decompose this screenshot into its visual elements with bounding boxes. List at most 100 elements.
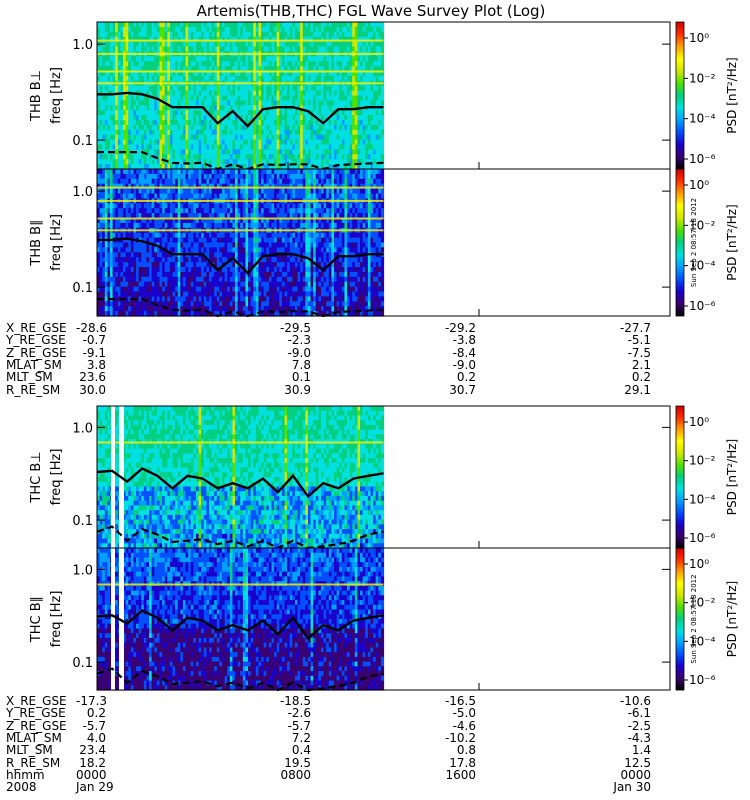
ephem-value: -9.1 (82, 345, 106, 360)
panel-2: 1.0 0.1 THB B∥ freq [Hz] 10⁰ 10⁻² 10⁻⁴ 10⁻⁶ PSD … (29, 168, 739, 318)
ephem-value: 18.2 (79, 755, 106, 770)
ephem-label: Y_RE_GSE (6, 333, 66, 348)
ephem-value: 30.9 (284, 382, 311, 397)
ephem-value: 19.5 (284, 755, 311, 770)
ephem-value: 1.4 (631, 743, 651, 758)
colorbar-tick-label: 10⁻² (689, 596, 716, 610)
colorbar: 10⁰ 10⁻² 10⁻⁴ 10⁻⁶ PSD [nT²/Hz] Sun Sep 2 08:… (675, 168, 739, 317)
ephem-value: 23.6 (79, 370, 106, 385)
ephem-value: 4.0 (86, 730, 106, 745)
y-axis-label: freq [Hz] (49, 67, 64, 124)
ephem-label: 2008 (6, 780, 37, 795)
ephem-value: -5.0 (452, 706, 476, 721)
panel-frame (96, 168, 671, 317)
ephem-value: -10.2 (444, 730, 476, 745)
y-tick-label: 1.0 (72, 38, 93, 53)
ephem-value: 0.2 (631, 370, 651, 385)
ephem-value: 7.8 (291, 357, 311, 372)
ephem-label: R_RE_SM (6, 755, 61, 770)
y-tick-label: 0.1 (72, 134, 93, 149)
colorbar-tick-label: 10⁻⁶ (689, 152, 716, 166)
ephem-value: -4.3 (627, 730, 651, 745)
ephem-value: 0.1 (291, 370, 311, 385)
ephem-value: -2.5 (627, 718, 651, 733)
ephem-label: MLAT_SM (6, 357, 62, 372)
lower-frequency-line (97, 151, 384, 171)
colorbar-tick-label: 10⁻⁴ (689, 492, 716, 506)
y-axis-label: freq [Hz] (49, 591, 64, 648)
ephem-label: Z_RE_GSE (6, 345, 67, 360)
colorbar-tick-label: 10⁻² (689, 71, 716, 85)
ephem-value: 23.4 (79, 743, 106, 758)
ephem-label: MLT_SM (6, 370, 53, 385)
colorbar-tick-label: 10⁻⁴ (689, 112, 716, 126)
ephem-label: X_RE_GSE (6, 321, 67, 335)
ephem-value: -9.0 (452, 357, 476, 372)
upper-frequency-line (96, 467, 384, 499)
ephem-value: 0.4 (291, 743, 311, 758)
panel-label: THC B⊥ (29, 451, 44, 503)
ephem-label: Z_RE_GSE (6, 718, 67, 733)
colorbar-label: PSD [nT²/Hz] (725, 204, 739, 280)
ephem-value: -8.4 (452, 345, 476, 360)
ephem-value: 1600 (445, 767, 476, 782)
ephem-label: MLT_SM (6, 743, 53, 758)
lower-frequency-line (97, 298, 384, 318)
lower-frequency-line (96, 525, 384, 550)
panel-label: THB B⊥ (29, 70, 44, 122)
ephem-value: -18.5 (279, 694, 311, 708)
ephem-value: Jan 30 (613, 780, 651, 795)
spectrogram (97, 169, 385, 317)
y-tick-label: 1.0 (72, 563, 93, 578)
ephem-value: 12.5 (624, 755, 651, 770)
ephem-value: 0.8 (456, 743, 476, 758)
upper-frequency-line (96, 609, 384, 641)
ephem-value: Jan 29 (76, 780, 114, 795)
ephem-value: 0800 (280, 767, 311, 782)
spectrogram-panels: 1.0 0.1 THB B⊥ freq [Hz] 10⁰ 10⁻² 10⁻⁴ 10⁻⁶ PSD … (29, 21, 739, 692)
ephem-value: -16.5 (444, 694, 476, 708)
panel-3: 1.0 0.1 THC B⊥ freq [Hz] 10⁰ 10⁻² 10⁻⁴ 10⁻⁶ PSD … (29, 405, 739, 550)
colorbar-tick-label: 10⁻² (689, 454, 716, 468)
panel-4: 1.0 0.1 THC B∥ freq [Hz] 10⁰ 10⁻² 10⁻⁴ 10⁻⁶ PSD … (29, 547, 739, 692)
panel-frame (96, 547, 671, 691)
panel-label: THC B∥ (29, 596, 44, 643)
colorbar-tick-label: 10⁻⁴ (689, 634, 716, 648)
colorbar-label: PSD [nT²/Hz] (725, 57, 739, 133)
ephem-label: X_RE_GSE (6, 694, 67, 708)
panel-1: 1.0 0.1 THB B⊥ freq [Hz] 10⁰ 10⁻² 10⁻⁴ 10⁻⁶ PSD … (29, 21, 739, 171)
ephem-value: -5.7 (287, 718, 311, 733)
ephem-value: -2.3 (287, 333, 311, 348)
ephem-value: -6.1 (627, 706, 651, 721)
colorbar-tick-label: 10⁰ (689, 557, 709, 571)
spectrogram (97, 22, 385, 170)
timestamp-stamp: Sun Sep 2 08:57:18 2012 (690, 198, 698, 287)
ephem-value: -4.6 (452, 718, 476, 733)
ephem-value: -2.6 (287, 706, 311, 721)
spectrogram (97, 406, 385, 549)
ephem-value: -17.3 (76, 694, 108, 708)
ephem-value: 30.0 (79, 382, 106, 397)
upper-frequency-line (97, 237, 384, 275)
ephem-value: -7.5 (627, 345, 651, 360)
ephem-value: -5.7 (82, 718, 106, 733)
colorbar-tick-label: 10⁰ (689, 178, 709, 192)
y-tick-label: 0.1 (72, 514, 93, 529)
upper-frequency-line (97, 91, 384, 128)
colorbar-tick-label: 10⁻⁶ (689, 299, 716, 313)
y-tick-label: 0.1 (72, 656, 93, 671)
colorbar: 10⁰ 10⁻² 10⁻⁴ 10⁻⁶ PSD [nT²/Hz] (675, 21, 739, 170)
colorbar: 10⁰ 10⁻² 10⁻⁴ 10⁻⁶ PSD [nT²/Hz] Sun Sep 2 08:… (675, 547, 739, 691)
y-tick-label: 1.0 (72, 421, 93, 436)
ephem-value: 0.2 (86, 706, 106, 721)
y-tick-label: 1.0 (72, 185, 93, 200)
colorbar-tick-label: 10⁰ (689, 31, 709, 45)
ephem-value: -27.7 (619, 321, 651, 335)
spectrogram (97, 548, 385, 691)
ephem-label: hhmm (6, 767, 45, 782)
ephem-value: 0000 (76, 767, 107, 782)
ephem-value: 30.7 (449, 382, 476, 397)
colorbar-tick-label: 10⁻⁶ (689, 673, 716, 687)
ephem-value: 3.8 (86, 357, 106, 372)
